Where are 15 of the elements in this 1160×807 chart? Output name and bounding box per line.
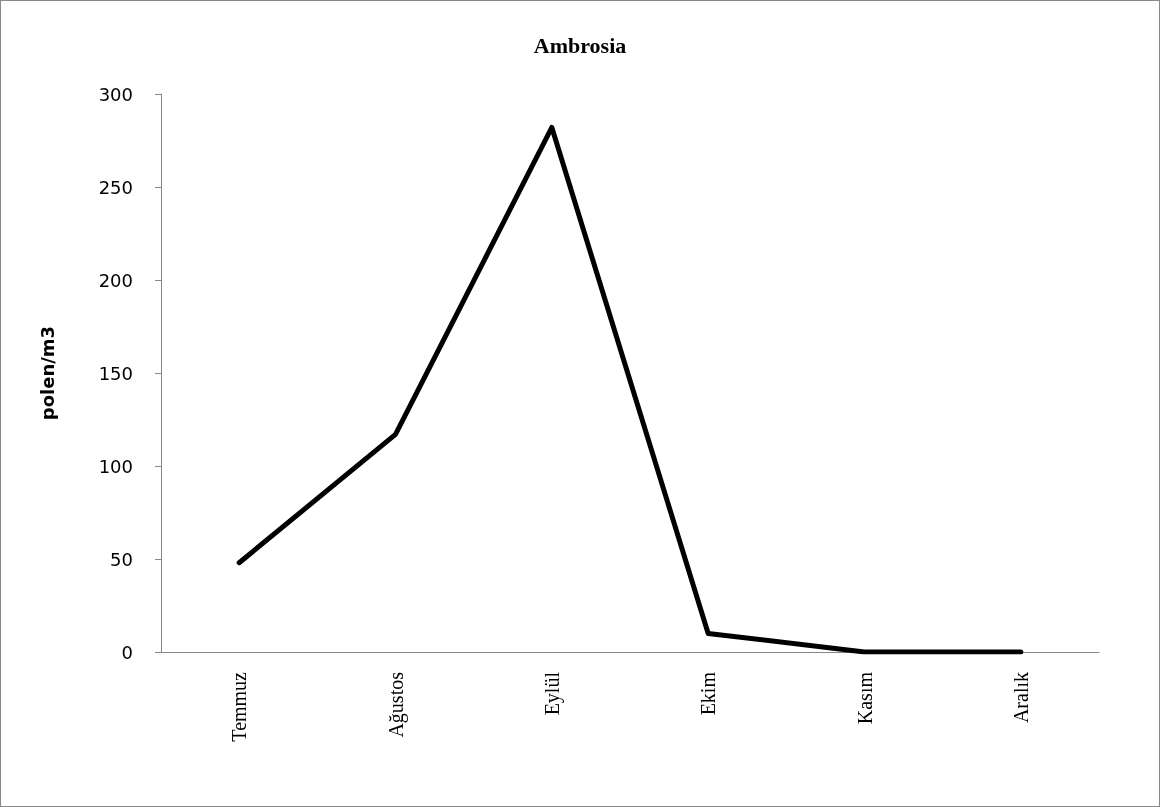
- y-tick-label: 300: [98, 83, 133, 105]
- x-tick-label: Eylül: [540, 671, 564, 716]
- y-tick-label: 200: [98, 269, 133, 291]
- y-tick-label: 50: [110, 548, 133, 570]
- chart-title: Ambrosia: [533, 32, 627, 58]
- y-tick-label: 100: [98, 455, 133, 477]
- y-tick-label: 0: [121, 641, 133, 663]
- y-tick-label: 150: [98, 362, 133, 384]
- x-tick-label: Aralık: [1009, 672, 1032, 724]
- y-tick-label: 250: [98, 176, 133, 198]
- x-tick-label: Kasım: [853, 671, 876, 725]
- x-tick-label: Temmuz: [228, 671, 251, 742]
- y-axis-title: polen/m3: [36, 325, 58, 421]
- x-tick-label: Ağustos: [384, 671, 408, 738]
- x-tick-label: Ekim: [697, 671, 720, 716]
